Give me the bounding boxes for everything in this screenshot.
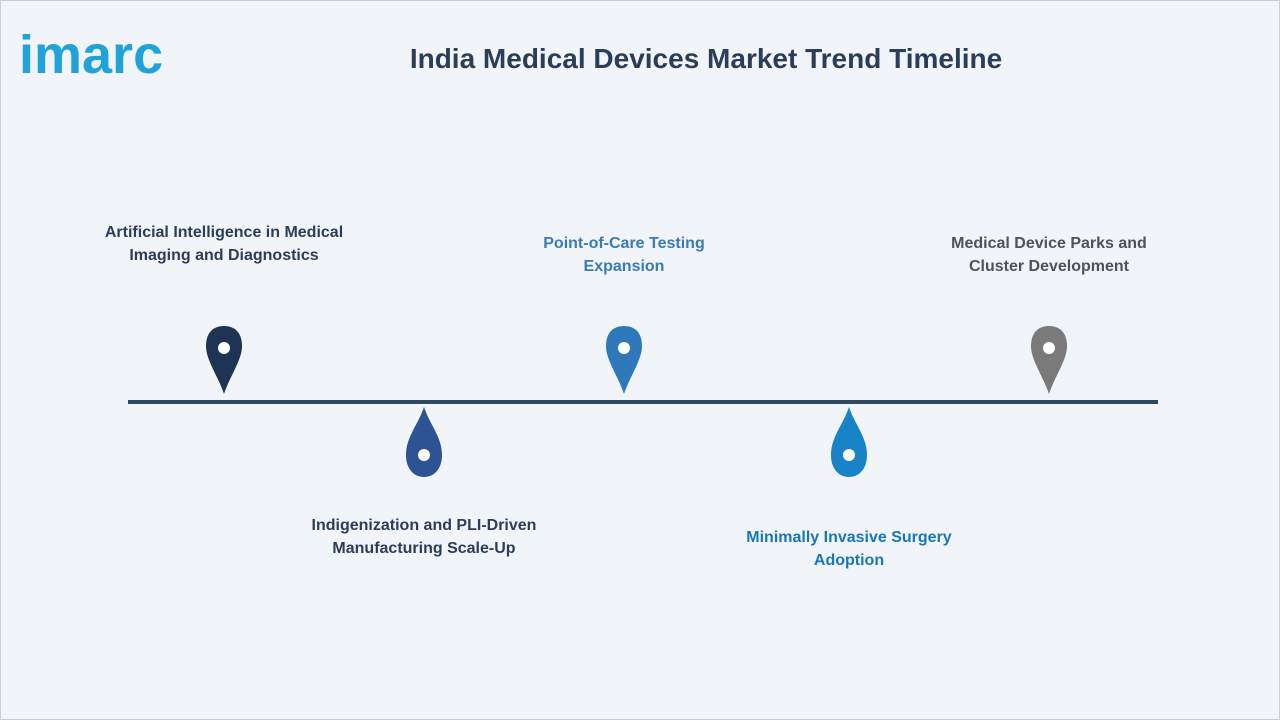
timeline-label-ai-imaging: Artificial Intelligence in Medical Imagi… — [104, 224, 344, 264]
imarc-logo: imarc — [19, 13, 205, 85]
pin-shape-4 — [831, 407, 867, 477]
pin-shape-1 — [206, 326, 242, 394]
map-pin-icon — [1029, 324, 1069, 396]
pin-shape-3 — [606, 326, 642, 394]
timeline-axis — [128, 400, 1158, 404]
pin-shape-5 — [1031, 326, 1067, 394]
logo-text: imarc — [19, 25, 163, 83]
timeline-label-device-parks: Medical Device Parks and Cluster Develop… — [951, 235, 1147, 275]
timeline-label-point-of-care: Point-of-Care Testing Expansion — [543, 235, 705, 275]
pin-shape-2 — [406, 407, 442, 477]
drop-pin-icon — [829, 407, 869, 479]
page-title: India Medical Devices Market Trend Timel… — [409, 43, 1003, 74]
map-pin-icon — [204, 324, 244, 396]
map-pin-icon — [604, 324, 644, 396]
timeline-label-indigenization: Indigenization and PLI-Driven Manufactur… — [311, 517, 537, 557]
timeline-label-minimally-invasive: Minimally Invasive Surgery Adoption — [746, 529, 952, 569]
logo-graphic: imarc — [19, 25, 163, 85]
drop-pin-icon — [404, 407, 444, 479]
